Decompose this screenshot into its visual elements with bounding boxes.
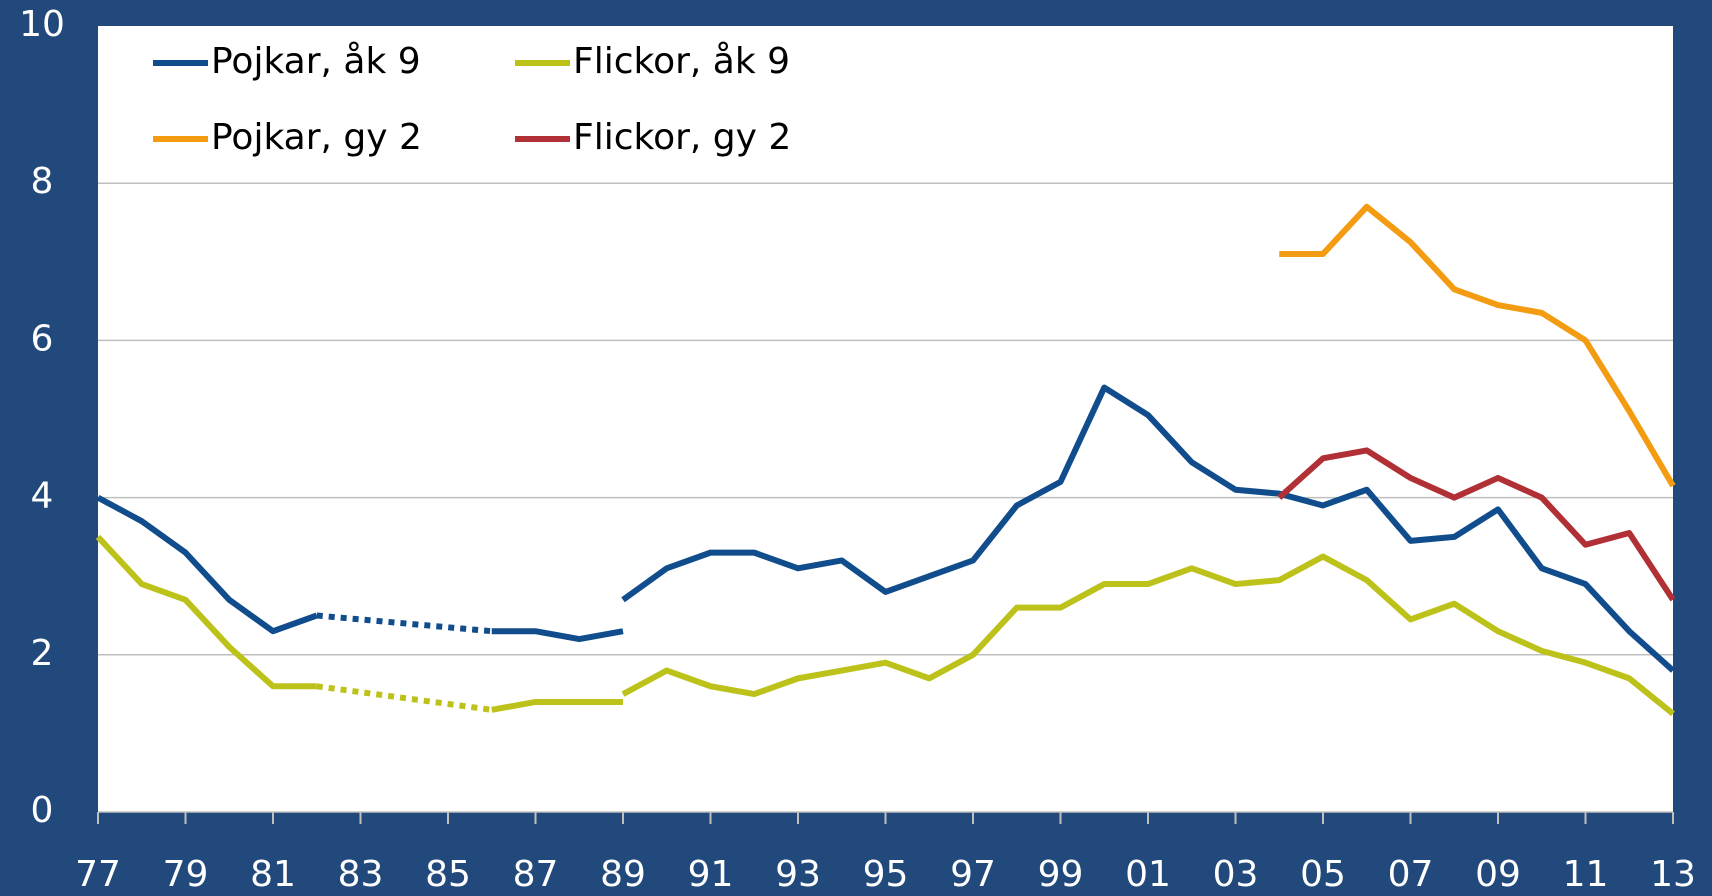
x-tick-label: 81 (250, 854, 296, 895)
gap-bridge (316, 612, 493, 635)
legend-text: Flickor, gy 2 (573, 117, 791, 158)
series-line (621, 384, 1676, 673)
y-tick-label: 4 (31, 476, 54, 517)
series-line (95, 534, 317, 690)
x-tick-label: 87 (513, 854, 559, 895)
x-tick-label: 07 (1388, 854, 1434, 895)
plot-area (98, 26, 1673, 812)
y-tick-label: 2 (31, 633, 54, 674)
y-tick-label: 0 (31, 790, 54, 831)
series-line (621, 553, 1675, 717)
x-tick-label: 83 (338, 854, 384, 895)
y-tick-label: 10 (19, 4, 65, 45)
series-line (1279, 203, 1676, 488)
x-tick-label: 99 (1038, 854, 1084, 895)
series-line (96, 494, 318, 635)
x-tick-label: 79 (163, 854, 209, 895)
x-tick-label: 77 (75, 854, 121, 895)
legend-text: Flickor, åk 9 (573, 41, 790, 82)
y-tick-label: 6 (31, 318, 54, 359)
x-tick-label: 85 (425, 854, 471, 895)
x-tick-label: 09 (1475, 854, 1521, 895)
x-tick-label: 13 (1650, 854, 1696, 895)
legend-text: Pojkar, åk 9 (211, 41, 421, 82)
x-tick-label: 11 (1563, 854, 1609, 895)
x-tick-label: 05 (1300, 854, 1346, 895)
x-tick-label: 03 (1213, 854, 1259, 895)
x-tick-label: 93 (775, 854, 821, 895)
gap-bridge (316, 683, 493, 713)
series-line (1277, 447, 1676, 602)
legend-text: Pojkar, gy 2 (211, 117, 422, 158)
series-line (491, 628, 624, 643)
x-tick-label: 89 (600, 854, 646, 895)
x-tick-label: 01 (1125, 854, 1171, 895)
x-tick-label: 97 (950, 854, 996, 895)
series-line (491, 698, 623, 713)
x-tick-label: 91 (688, 854, 734, 895)
y-tick-label: 8 (31, 161, 54, 202)
x-tick-label: 95 (863, 854, 909, 895)
